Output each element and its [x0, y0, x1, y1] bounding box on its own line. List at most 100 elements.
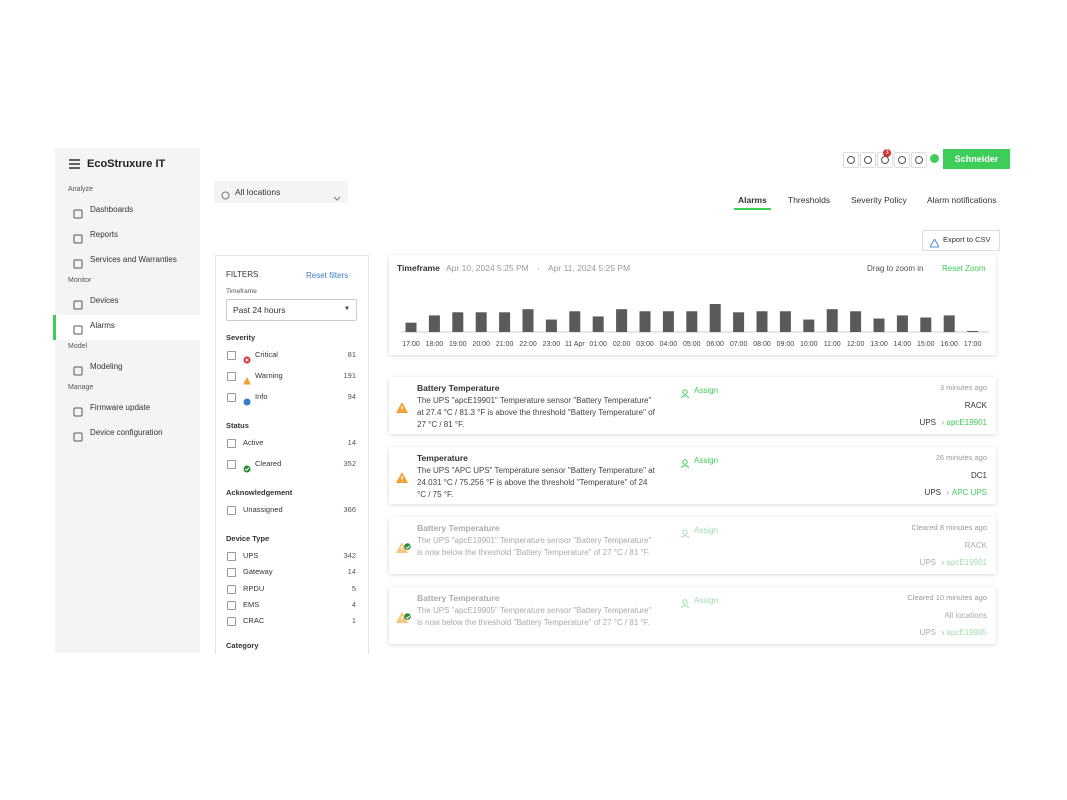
checkbox[interactable]: [227, 439, 236, 448]
alarm-location: All locations: [944, 611, 987, 620]
checkbox[interactable]: [227, 584, 236, 594]
bar: [452, 312, 464, 332]
notification-badge: 3: [883, 149, 891, 157]
alarm-device[interactable]: apcE19901: [946, 418, 987, 427]
location-select[interactable]: [214, 181, 348, 203]
assign-button[interactable]: Assign: [694, 456, 719, 465]
checkbox[interactable]: [227, 600, 236, 610]
nav-item[interactable]: Devices: [90, 296, 119, 305]
bar: [499, 312, 511, 332]
flag-icon[interactable]: [894, 152, 910, 168]
alarm-device[interactable]: APC UPS: [951, 488, 987, 497]
x-tick-label: 13:00: [870, 341, 888, 348]
filter-option: UPS: [243, 551, 259, 560]
filter-option: RPDU: [243, 583, 265, 593]
select-caret: ▼: [344, 306, 350, 312]
checkbox[interactable]: [227, 568, 236, 578]
checkbox[interactable]: [227, 351, 236, 360]
x-tick-label: 11 Apr: [565, 341, 585, 348]
assign-button[interactable]: Assign: [694, 526, 719, 535]
reset-filters[interactable]: Reset filters: [306, 271, 349, 280]
device-separator: ›: [941, 628, 944, 637]
alarm-device[interactable]: apcE19905: [946, 628, 987, 637]
severity-icon: [243, 372, 251, 390]
x-tick-label: 01:00: [589, 341, 607, 348]
filters-panel: FILTERS Reset filters Timeframe Past 24 hou…: [215, 255, 369, 654]
nav-icon: [73, 404, 83, 422]
checkbox[interactable]: [227, 617, 236, 627]
assign-button[interactable]: Assign: [694, 596, 719, 605]
alarm-device[interactable]: apcE19901: [946, 558, 987, 567]
filter-count: 5: [351, 583, 356, 593]
filter-option: Cleared: [255, 459, 282, 468]
section-title: Manage: [68, 384, 94, 391]
export-button[interactable]: [922, 230, 1000, 251]
bar: [639, 311, 651, 332]
alarm-time: Cleared 8 minutes ago: [911, 523, 987, 532]
assign-button[interactable]: Assign: [694, 386, 719, 395]
filter-group-title: Category: [226, 640, 259, 650]
sidebar: [55, 148, 200, 653]
alarm-card: [389, 587, 996, 644]
alarm-title: Battery Temperature: [417, 523, 500, 533]
alarm-description: The UPS "APC UPS" Temperature sensor "Ba…: [417, 466, 655, 499]
brand-button[interactable]: Schneider: [943, 149, 1010, 169]
chart-title: Timeframe: [397, 263, 440, 273]
nav-icon: [73, 363, 83, 381]
menu-icon[interactable]: [69, 159, 81, 169]
checkbox[interactable]: [227, 393, 236, 402]
x-tick-label: 05:00: [683, 341, 701, 348]
alarm-location: DC1: [970, 471, 987, 480]
reset-zoom[interactable]: Reset Zoom: [942, 264, 986, 273]
timeframe-select[interactable]: [226, 299, 357, 321]
assign-icon: [681, 385, 690, 403]
nav-item[interactable]: Dashboards: [90, 205, 134, 214]
tab[interactable]: Alarm notifications: [927, 195, 997, 205]
filter-count: 352: [343, 459, 356, 468]
x-tick-label: 22:00: [519, 341, 537, 348]
bar: [709, 304, 721, 332]
bar-chart: 17:00 18:00 19:00 20:00 21:00 22:00 23:00 11 Ap…: [401, 304, 989, 348]
nav-item[interactable]: Firmware update: [90, 403, 151, 412]
alarm-card: [389, 377, 996, 434]
x-tick-label: 20:00: [472, 341, 490, 348]
x-tick-label: 07:00: [730, 341, 748, 348]
nav-item[interactable]: Alarms: [90, 321, 115, 330]
alarm-device-type: UPS: [919, 418, 936, 427]
x-tick-label: 14:00: [894, 341, 912, 348]
bar: [896, 315, 908, 332]
x-tick-label: 17:00: [402, 341, 420, 348]
settings-icon[interactable]: [911, 152, 927, 168]
nav-item[interactable]: Modeling: [90, 362, 123, 371]
alarm-description: The UPS "apcE19901" Temperature sensor "…: [417, 396, 655, 429]
bar: [733, 312, 745, 332]
checkbox[interactable]: [227, 460, 236, 469]
alarm-title: Battery Temperature: [417, 593, 500, 603]
nav-item[interactable]: Services and Warranties: [90, 255, 177, 264]
x-tick-label: 11:00: [824, 341, 841, 348]
bar: [873, 318, 885, 332]
x-tick-label: 16:00: [940, 341, 958, 348]
warning-icon: [396, 540, 408, 558]
x-tick-label: 23:00: [543, 341, 561, 348]
filters-title: FILTERS: [226, 270, 259, 279]
tab[interactable]: Alarms: [738, 195, 767, 205]
chevron: [333, 189, 341, 207]
help-icon[interactable]: [860, 152, 876, 168]
tab[interactable]: Severity Policy: [851, 195, 907, 205]
bar: [428, 315, 440, 332]
location-label: All locations: [235, 187, 281, 197]
filter-option: Info: [255, 392, 268, 401]
checkbox[interactable]: [227, 506, 236, 515]
nav-item[interactable]: Device configuration: [90, 428, 163, 437]
tab[interactable]: Thresholds: [788, 195, 831, 205]
x-tick-label: 12:00: [847, 341, 865, 348]
range-separator: -: [537, 263, 540, 273]
bar: [475, 312, 487, 332]
filter-option: Active: [243, 438, 264, 447]
checkbox[interactable]: [227, 552, 236, 561]
nav-item[interactable]: Reports: [90, 230, 119, 239]
search-icon[interactable]: [843, 152, 859, 168]
checkbox[interactable]: [227, 372, 236, 381]
